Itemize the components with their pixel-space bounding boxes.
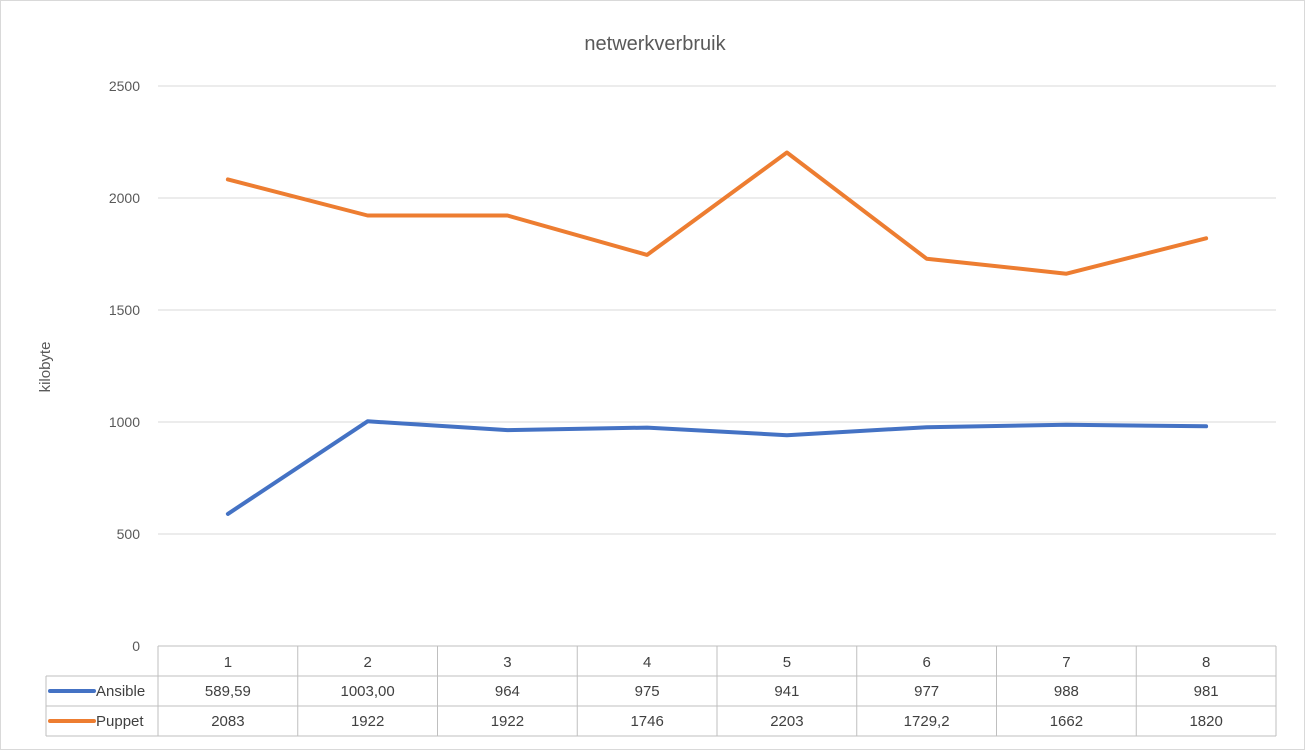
data-label-ansible-7: 988 bbox=[1054, 683, 1079, 700]
data-label-puppet-3: 1922 bbox=[491, 713, 524, 730]
x-tick-label-4: 4 bbox=[643, 654, 651, 671]
y-axis-ticks: 0 500 1000 1500 2000 2500 bbox=[109, 78, 140, 654]
series-lines bbox=[225, 150, 1209, 516]
chart-title: netwerkverbruik bbox=[584, 33, 726, 55]
data-label-ansible-8: 981 bbox=[1194, 683, 1219, 700]
data-label-puppet-7: 1662 bbox=[1050, 713, 1083, 730]
data-table: 1 2 3 4 5 6 7 8 Ansible 589,59 1003,00 964 975 941 977… bbox=[45, 645, 1277, 737]
y-tick-label-2000: 2000 bbox=[109, 190, 140, 206]
data-label-puppet-2: 1922 bbox=[351, 713, 384, 730]
data-label-ansible-5: 941 bbox=[774, 683, 799, 700]
gridlines bbox=[158, 85, 1276, 535]
x-tick-label-6: 6 bbox=[922, 654, 930, 671]
data-label-puppet-1: 2083 bbox=[211, 713, 244, 730]
x-tick-label-5: 5 bbox=[783, 654, 791, 671]
y-tick-label-1500: 1500 bbox=[109, 302, 140, 318]
series-line-ansible bbox=[225, 419, 1209, 516]
x-tick-label-3: 3 bbox=[503, 654, 511, 671]
y-axis-label: kilobyte bbox=[37, 342, 54, 393]
y-tick-label-500: 500 bbox=[117, 526, 141, 542]
legend-label-puppet: Puppet bbox=[96, 713, 144, 730]
y-tick-label-2500: 2500 bbox=[109, 78, 140, 94]
data-label-ansible-6: 977 bbox=[914, 683, 939, 700]
y-tick-label-1000: 1000 bbox=[109, 414, 140, 430]
x-tick-label-8: 8 bbox=[1202, 654, 1210, 671]
data-label-puppet-5: 2203 bbox=[770, 713, 803, 730]
x-tick-label-2: 2 bbox=[363, 654, 371, 671]
x-tick-label-1: 1 bbox=[224, 654, 232, 671]
data-label-ansible-3: 964 bbox=[495, 683, 520, 700]
data-label-ansible-4: 975 bbox=[635, 683, 660, 700]
data-label-puppet-6: 1729,2 bbox=[904, 713, 950, 730]
y-tick-label-0: 0 bbox=[132, 638, 140, 654]
data-label-puppet-4: 1746 bbox=[630, 713, 663, 730]
x-tick-label-7: 7 bbox=[1062, 654, 1070, 671]
legend-label-ansible: Ansible bbox=[96, 683, 145, 700]
data-label-ansible-1: 589,59 bbox=[205, 683, 251, 700]
data-label-ansible-2: 1003,00 bbox=[341, 683, 395, 700]
series-line-puppet bbox=[225, 150, 1209, 276]
data-label-puppet-8: 1820 bbox=[1189, 713, 1222, 730]
